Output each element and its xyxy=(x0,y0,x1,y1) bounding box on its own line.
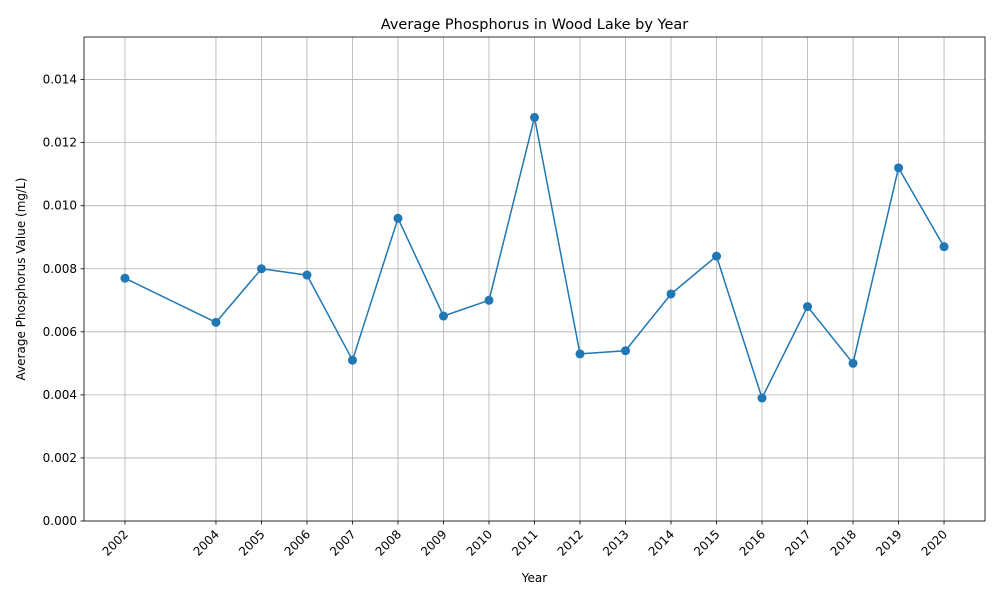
data-point xyxy=(302,270,312,280)
data-point xyxy=(438,311,448,321)
data-point xyxy=(803,302,813,312)
data-point xyxy=(666,289,676,299)
data-point xyxy=(939,242,949,252)
data-point xyxy=(211,317,221,327)
data-point xyxy=(848,358,858,368)
y-tick-label: 0.014 xyxy=(43,73,77,87)
chart-title: Average Phosphorus in Wood Lake by Year xyxy=(381,17,688,33)
data-point xyxy=(575,349,585,359)
x-axis-label: Year xyxy=(521,571,547,585)
data-point xyxy=(120,273,130,283)
data-point xyxy=(530,112,539,122)
y-tick-label: 0.012 xyxy=(43,136,77,150)
series-line xyxy=(124,116,945,399)
data-point xyxy=(393,213,403,223)
y-axis-ticks: 0.000 0.002 0.004 0.006 0.008 0.010 0.012 0.014 xyxy=(43,73,84,528)
data-point xyxy=(347,355,357,365)
grid-lines xyxy=(84,37,985,522)
y-axis-label: Average Phosphorus Value (mg/L) xyxy=(14,178,28,381)
data-point xyxy=(256,264,266,274)
data-point xyxy=(484,295,494,305)
y-tick-label: 0.006 xyxy=(43,325,77,339)
data-point xyxy=(894,163,904,173)
y-tick-label: 0.008 xyxy=(43,262,77,276)
data-point xyxy=(757,393,767,403)
y-tick-label: 0.002 xyxy=(43,451,77,465)
series-group xyxy=(120,112,949,403)
data-point xyxy=(621,346,631,356)
y-tick-label: 0.000 xyxy=(43,514,77,528)
data-point xyxy=(712,251,722,261)
y-tick-label: 0.004 xyxy=(43,388,77,402)
y-tick-label: 0.010 xyxy=(43,199,77,213)
